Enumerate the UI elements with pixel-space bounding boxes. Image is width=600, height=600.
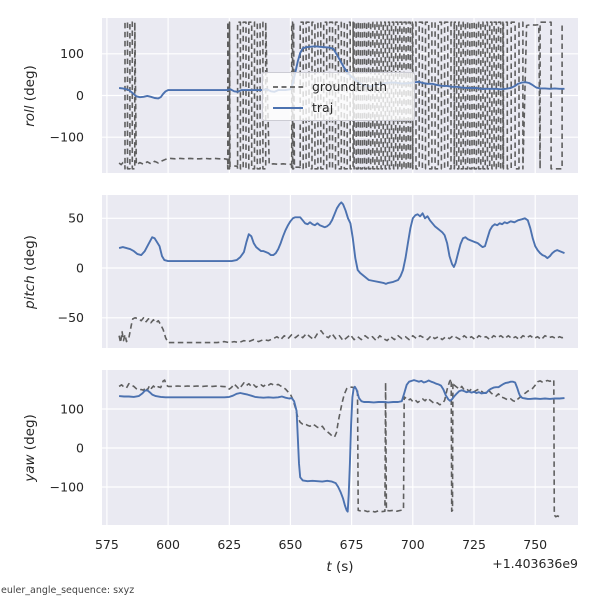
legend-label: traj [312, 100, 334, 115]
svg-text:−100: −100 [50, 130, 84, 145]
svg-text:575: 575 [95, 537, 119, 552]
svg-text:50: 50 [68, 211, 84, 226]
svg-text:750: 750 [523, 537, 547, 552]
svg-text:700: 700 [401, 537, 425, 552]
svg-text:625: 625 [217, 537, 241, 552]
svg-text:100: 100 [60, 46, 84, 61]
svg-text:650: 650 [278, 537, 302, 552]
footnote: euler_angle_sequence: sxyz [1, 585, 135, 596]
svg-text:100: 100 [60, 401, 84, 416]
svg-text:−100: −100 [50, 479, 84, 494]
dashed-line-sample-icon [273, 85, 303, 88]
legend-item-groundtruth: groundtruth [272, 76, 414, 97]
legend: groundtruth traj [262, 72, 415, 121]
legend-label: groundtruth [312, 79, 388, 94]
ylabel-pitch: pitch (deg) [22, 234, 38, 309]
xlabel-time: t (s) [326, 559, 354, 575]
svg-text:675: 675 [340, 537, 364, 552]
ylabel-roll: roll (deg) [22, 64, 38, 127]
svg-text:0: 0 [76, 88, 84, 103]
svg-text:725: 725 [462, 537, 486, 552]
svg-text:600: 600 [156, 537, 180, 552]
svg-text:0: 0 [76, 440, 84, 455]
legend-item-traj: traj [272, 97, 414, 118]
svg-text:0: 0 [76, 260, 84, 275]
solid-line-sample-icon [273, 106, 303, 109]
x-axis-offset-text: +1.403636e9 [492, 556, 578, 571]
ylabel-yaw: yaw (deg) [22, 413, 38, 482]
svg-text:−50: −50 [58, 310, 84, 325]
